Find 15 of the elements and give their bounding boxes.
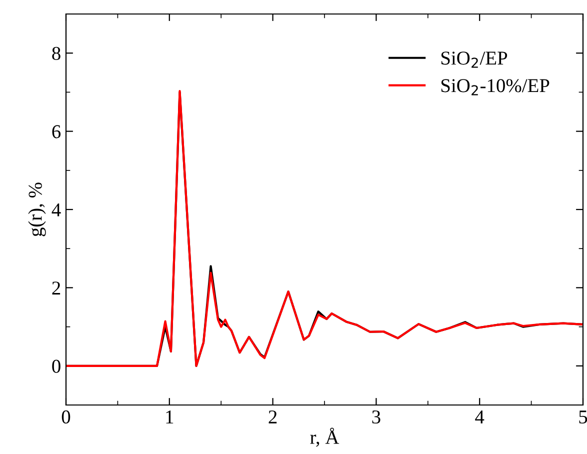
legend-label: SiO$_{2}$-10%/EP xyxy=(441,79,550,96)
y-tick-label: 8 xyxy=(52,46,60,60)
y-tick-label: 4 xyxy=(52,203,61,216)
x-tick-label: 0 xyxy=(62,410,70,424)
x-tick-label: 3 xyxy=(372,410,380,424)
x-tick-label: 2 xyxy=(268,410,277,424)
x-tick-label: 1 xyxy=(166,410,174,424)
y-tick-label: 6 xyxy=(52,125,61,138)
y-tick-label: 0 xyxy=(52,360,60,373)
legend-label: SiO$_{2}$/EP xyxy=(441,52,508,68)
x-tick-label: 5 xyxy=(579,410,587,424)
x-axis-title: r, Å xyxy=(310,428,340,447)
x-tick-label: 4 xyxy=(475,410,484,424)
y-axis-title: g(r), % xyxy=(28,182,46,236)
y-tick-label: 2 xyxy=(52,282,60,294)
